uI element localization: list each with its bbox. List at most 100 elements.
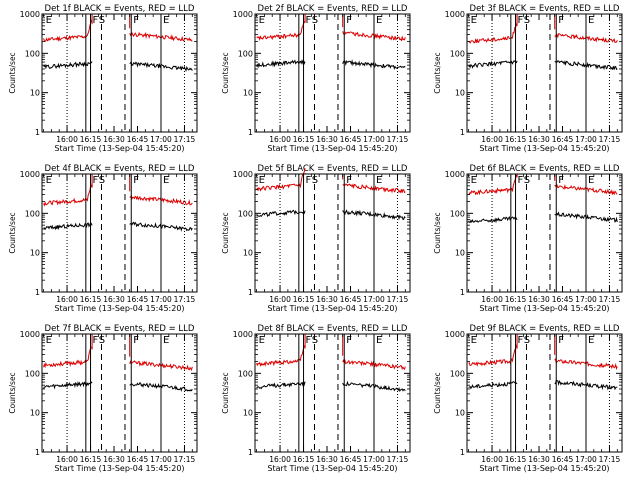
y-axis-label: Counts/sec bbox=[433, 52, 442, 93]
y-axis-label: Counts/sec bbox=[221, 372, 230, 413]
lld-series-segment-1 bbox=[256, 168, 306, 192]
x-tick-label: 17:00 bbox=[363, 295, 385, 304]
x-tick-label: 16:15 bbox=[505, 295, 527, 304]
marker-label-4: F bbox=[346, 15, 352, 26]
x-tick-label: 16:00 bbox=[481, 455, 503, 464]
y-tick-label: 10 bbox=[243, 249, 253, 258]
y-tick-label: 1 bbox=[460, 448, 465, 457]
x-tick-label: 17:15 bbox=[387, 135, 409, 144]
x-axis-label: Start Time (13-Sep-04 15:45:20) bbox=[54, 304, 184, 313]
marker-label-5: E bbox=[376, 15, 382, 26]
y-tick-label: 100 bbox=[450, 49, 465, 58]
lld-series-segment-1 bbox=[256, 344, 306, 367]
y-tick-label: 1000 bbox=[20, 330, 40, 339]
marker-label-2: F bbox=[306, 15, 312, 26]
x-tick-label: 16:30 bbox=[316, 455, 338, 464]
lld-series-segment-1 bbox=[468, 174, 518, 196]
chart-title: Det 2f BLACK = Events, RED = LLD bbox=[258, 4, 408, 14]
marker-label-3: S bbox=[312, 335, 318, 346]
x-tick-label: 17:15 bbox=[174, 455, 196, 464]
plot-frame bbox=[254, 13, 411, 133]
y-tick-label: 1 bbox=[460, 128, 465, 137]
y-axis-label: Counts/sec bbox=[221, 52, 230, 93]
marker-label-4: F bbox=[558, 335, 564, 346]
x-tick-label: 16:45 bbox=[552, 455, 574, 464]
marker-label-3: S bbox=[524, 15, 530, 26]
marker-label-4: F bbox=[346, 175, 352, 186]
x-tick-label: 17:00 bbox=[575, 455, 597, 464]
x-tick-label: 17:15 bbox=[599, 295, 621, 304]
y-tick-label: 1000 bbox=[445, 330, 465, 339]
events-series-segment-1 bbox=[43, 221, 93, 231]
y-tick-label: 100 bbox=[450, 369, 465, 378]
x-axis-label: Start Time (13-Sep-04 15:45:20) bbox=[54, 464, 184, 473]
events-series-segment-1 bbox=[468, 60, 518, 69]
x-axis-label: Start Time (13-Sep-04 15:45:20) bbox=[267, 464, 397, 473]
marker-label-3: S bbox=[99, 335, 105, 346]
marker-label-5: E bbox=[588, 15, 594, 26]
marker-label-2: F bbox=[93, 15, 99, 26]
x-tick-label: 16:30 bbox=[103, 135, 125, 144]
y-tick-label: 10 bbox=[30, 249, 40, 258]
x-tick-label: 16:00 bbox=[481, 295, 503, 304]
x-tick-label: 16:00 bbox=[269, 455, 291, 464]
y-axis-label: Counts/sec bbox=[8, 52, 17, 93]
y-tick-label: 1 bbox=[35, 128, 40, 137]
x-tick-label: 16:45 bbox=[127, 295, 149, 304]
marker-label-1: E bbox=[471, 335, 477, 346]
x-tick-label: 16:15 bbox=[505, 135, 527, 144]
x-tick-label: 17:00 bbox=[150, 455, 172, 464]
x-axis-label: Start Time (13-Sep-04 15:45:20) bbox=[267, 144, 397, 153]
y-tick-label: 1 bbox=[35, 448, 40, 457]
x-tick-label: 16:30 bbox=[316, 135, 338, 144]
x-tick-label: 16:15 bbox=[80, 295, 102, 304]
marker-label-1: E bbox=[471, 15, 477, 26]
y-tick-label: 10 bbox=[455, 89, 465, 98]
marker-label-5: E bbox=[588, 175, 594, 186]
marker-label-3: S bbox=[99, 175, 105, 186]
x-tick-label: 17:00 bbox=[150, 295, 172, 304]
y-tick-label: 100 bbox=[25, 209, 40, 218]
marker-label-2: F bbox=[93, 335, 99, 346]
marker-label-1: E bbox=[259, 335, 265, 346]
y-tick-label: 1 bbox=[248, 128, 253, 137]
x-tick-label: 17:00 bbox=[575, 135, 597, 144]
x-tick-label: 16:00 bbox=[56, 295, 78, 304]
x-tick-label: 16:30 bbox=[103, 455, 125, 464]
chart-title: Det 5f BLACK = Events, RED = LLD bbox=[258, 164, 408, 174]
chart-title: Det 1f BLACK = Events, RED = LLD bbox=[45, 4, 195, 14]
plot-frame bbox=[254, 173, 411, 293]
x-tick-label: 16:15 bbox=[80, 135, 102, 144]
plot-frame bbox=[41, 13, 198, 133]
plot-frame bbox=[466, 173, 623, 293]
y-tick-label: 10 bbox=[30, 409, 40, 418]
x-tick-label: 16:15 bbox=[80, 455, 102, 464]
marker-label-2: F bbox=[306, 335, 312, 346]
y-tick-label: 100 bbox=[238, 49, 253, 58]
y-tick-label: 1000 bbox=[233, 10, 253, 19]
marker-label-1: E bbox=[46, 15, 52, 26]
lld-series-segment-1 bbox=[43, 19, 93, 42]
y-tick-label: 1 bbox=[248, 448, 253, 457]
plot-frame bbox=[41, 173, 198, 293]
x-tick-label: 16:00 bbox=[56, 455, 78, 464]
x-tick-label: 17:00 bbox=[363, 135, 385, 144]
marker-label-3: S bbox=[312, 15, 318, 26]
x-tick-label: 17:00 bbox=[150, 135, 172, 144]
x-tick-label: 16:45 bbox=[340, 295, 362, 304]
marker-label-4: F bbox=[133, 335, 139, 346]
y-axis-label: Counts/sec bbox=[221, 212, 230, 253]
x-tick-label: 16:45 bbox=[552, 135, 574, 144]
events-series-segment-1 bbox=[43, 61, 93, 70]
marker-label-4: F bbox=[558, 15, 564, 26]
marker-label-1: E bbox=[46, 335, 52, 346]
chart-title: Det 7f BLACK = Events, RED = LLD bbox=[45, 324, 195, 334]
x-tick-label: 16:00 bbox=[269, 295, 291, 304]
x-tick-label: 17:15 bbox=[387, 455, 409, 464]
